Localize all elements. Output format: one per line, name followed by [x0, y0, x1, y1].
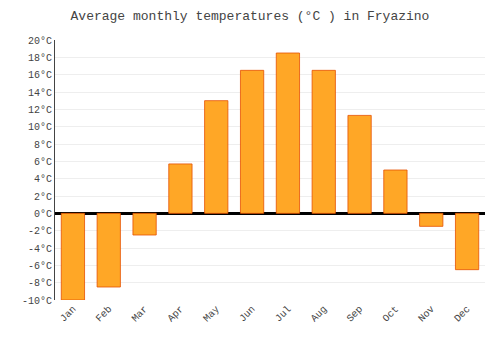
- svg-text:-6°C: -6°C: [28, 261, 52, 272]
- svg-text:-2°C: -2°C: [28, 226, 52, 237]
- svg-text:8°C: 8°C: [34, 140, 52, 151]
- svg-text:14°C: 14°C: [28, 88, 52, 99]
- svg-text:20°C: 20°C: [28, 36, 52, 47]
- svg-text:Aug: Aug: [309, 304, 330, 325]
- svg-text:-8°C: -8°C: [28, 278, 52, 289]
- svg-text:Feb: Feb: [94, 304, 115, 325]
- svg-text:Sep: Sep: [345, 304, 366, 325]
- svg-text:Jan: Jan: [58, 304, 79, 325]
- svg-text:16°C: 16°C: [28, 70, 52, 81]
- svg-text:12°C: 12°C: [28, 105, 52, 116]
- svg-text:-4°C: -4°C: [28, 244, 52, 255]
- svg-text:Apr: Apr: [166, 304, 187, 325]
- svg-text:May: May: [201, 304, 222, 325]
- svg-text:Dec: Dec: [452, 304, 473, 325]
- svg-text:2°C: 2°C: [34, 192, 52, 203]
- svg-text:18°C: 18°C: [28, 53, 52, 64]
- svg-text:Jul: Jul: [273, 304, 294, 325]
- svg-text:Average monthly temperatures (: Average monthly temperatures (°C ) in Fr…: [71, 9, 430, 24]
- svg-text:Oct: Oct: [381, 304, 402, 325]
- svg-text:Jun: Jun: [237, 304, 258, 325]
- svg-text:4°C: 4°C: [34, 174, 52, 185]
- svg-text:10°C: 10°C: [28, 122, 52, 133]
- svg-text:6°C: 6°C: [34, 157, 52, 168]
- svg-text:-10°C: -10°C: [22, 296, 52, 307]
- svg-text:Mar: Mar: [130, 304, 151, 325]
- svg-text:0°C: 0°C: [34, 209, 52, 220]
- svg-text:Nov: Nov: [416, 304, 437, 325]
